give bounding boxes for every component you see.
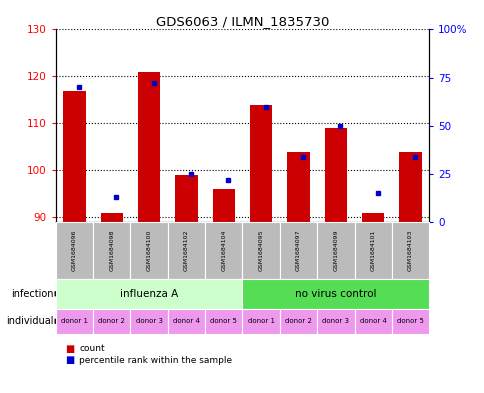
Text: donor 3: donor 3 bbox=[322, 318, 348, 324]
Text: GSM1684100: GSM1684100 bbox=[146, 230, 151, 271]
Text: donor 4: donor 4 bbox=[359, 318, 386, 324]
Text: donor 1: donor 1 bbox=[61, 318, 88, 324]
Bar bbox=[398, 152, 421, 222]
Text: GSM1684102: GSM1684102 bbox=[183, 230, 189, 271]
Text: donor 5: donor 5 bbox=[396, 318, 423, 324]
Bar bbox=[287, 152, 309, 222]
Text: ■: ■ bbox=[65, 355, 75, 365]
Text: donor 1: donor 1 bbox=[247, 318, 274, 324]
Text: GSM1684097: GSM1684097 bbox=[295, 230, 301, 271]
Bar bbox=[324, 128, 347, 222]
Text: donor 5: donor 5 bbox=[210, 318, 237, 324]
Bar bbox=[175, 175, 197, 222]
Text: percentile rank within the sample: percentile rank within the sample bbox=[79, 356, 232, 365]
Text: GSM1684099: GSM1684099 bbox=[333, 230, 338, 271]
Bar bbox=[361, 213, 384, 222]
Title: GDS6063 / ILMN_1835730: GDS6063 / ILMN_1835730 bbox=[155, 15, 329, 28]
Text: GSM1684096: GSM1684096 bbox=[72, 230, 77, 271]
Text: GSM1684104: GSM1684104 bbox=[221, 230, 226, 271]
Text: GSM1684095: GSM1684095 bbox=[258, 230, 263, 271]
Bar bbox=[63, 90, 86, 222]
Text: GSM1684098: GSM1684098 bbox=[109, 230, 114, 271]
Text: donor 4: donor 4 bbox=[173, 318, 199, 324]
Text: individual: individual bbox=[6, 316, 53, 326]
Text: donor 3: donor 3 bbox=[136, 318, 162, 324]
Text: donor 2: donor 2 bbox=[98, 318, 125, 324]
Text: infection: infection bbox=[11, 289, 53, 299]
Text: ■: ■ bbox=[65, 343, 75, 354]
Bar bbox=[137, 72, 160, 222]
Text: GSM1684101: GSM1684101 bbox=[370, 230, 375, 271]
Bar bbox=[100, 213, 123, 222]
Bar bbox=[212, 189, 235, 222]
Text: GSM1684103: GSM1684103 bbox=[407, 230, 412, 271]
Bar bbox=[249, 105, 272, 222]
Text: influenza A: influenza A bbox=[120, 289, 178, 299]
Text: count: count bbox=[79, 344, 105, 353]
Text: donor 2: donor 2 bbox=[285, 318, 311, 324]
Text: no virus control: no virus control bbox=[294, 289, 376, 299]
